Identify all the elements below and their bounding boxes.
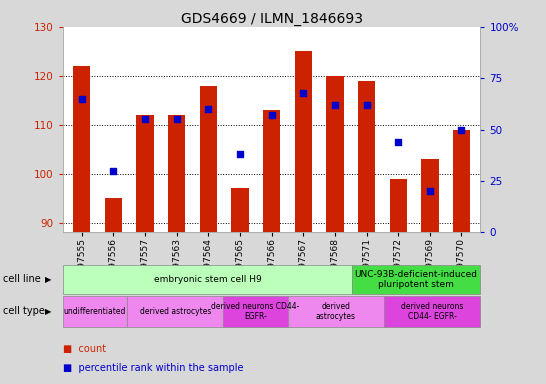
Bar	[295, 51, 312, 232]
Bar	[421, 159, 438, 232]
Point	[141, 116, 150, 122]
Text: ■  count: ■ count	[63, 344, 106, 354]
Text: cell line: cell line	[3, 274, 40, 285]
Point	[362, 102, 371, 108]
Point	[204, 106, 213, 112]
Point	[78, 96, 86, 102]
Point	[394, 139, 402, 145]
Text: derived astrocytes: derived astrocytes	[140, 307, 211, 316]
Bar	[200, 86, 217, 232]
Text: derived neurons CD44-
EGFR-: derived neurons CD44- EGFR-	[211, 302, 300, 321]
Text: ▶: ▶	[45, 275, 52, 284]
Text: embryonic stem cell H9: embryonic stem cell H9	[153, 275, 261, 284]
Point	[457, 126, 466, 132]
Point	[236, 151, 245, 157]
Bar	[358, 81, 375, 232]
Text: derived neurons
CD44- EGFR-: derived neurons CD44- EGFR-	[401, 302, 464, 321]
Text: undifferentiated: undifferentiated	[64, 307, 126, 316]
Point	[330, 102, 339, 108]
Point	[299, 89, 307, 96]
Bar	[232, 188, 248, 232]
Bar	[136, 115, 154, 232]
Text: ■  percentile rank within the sample: ■ percentile rank within the sample	[63, 363, 244, 373]
Bar	[326, 76, 343, 232]
Title: GDS4669 / ILMN_1846693: GDS4669 / ILMN_1846693	[181, 12, 363, 26]
Point	[425, 188, 434, 194]
Bar	[73, 66, 91, 232]
Text: UNC-93B-deficient-induced
pluripotent stem: UNC-93B-deficient-induced pluripotent st…	[355, 270, 478, 289]
Point	[109, 167, 118, 174]
Bar	[105, 198, 122, 232]
Text: ▶: ▶	[45, 307, 52, 316]
Bar	[168, 115, 186, 232]
Bar	[453, 129, 470, 232]
Text: derived
astrocytes: derived astrocytes	[316, 302, 356, 321]
Point	[268, 112, 276, 118]
Point	[173, 116, 181, 122]
Text: cell type: cell type	[3, 306, 45, 316]
Bar	[389, 179, 407, 232]
Bar	[263, 110, 280, 232]
